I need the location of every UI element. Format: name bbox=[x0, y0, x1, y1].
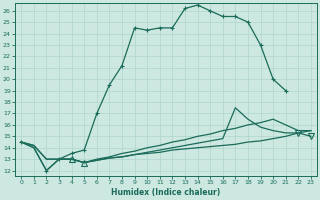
X-axis label: Humidex (Indice chaleur): Humidex (Indice chaleur) bbox=[111, 188, 221, 197]
